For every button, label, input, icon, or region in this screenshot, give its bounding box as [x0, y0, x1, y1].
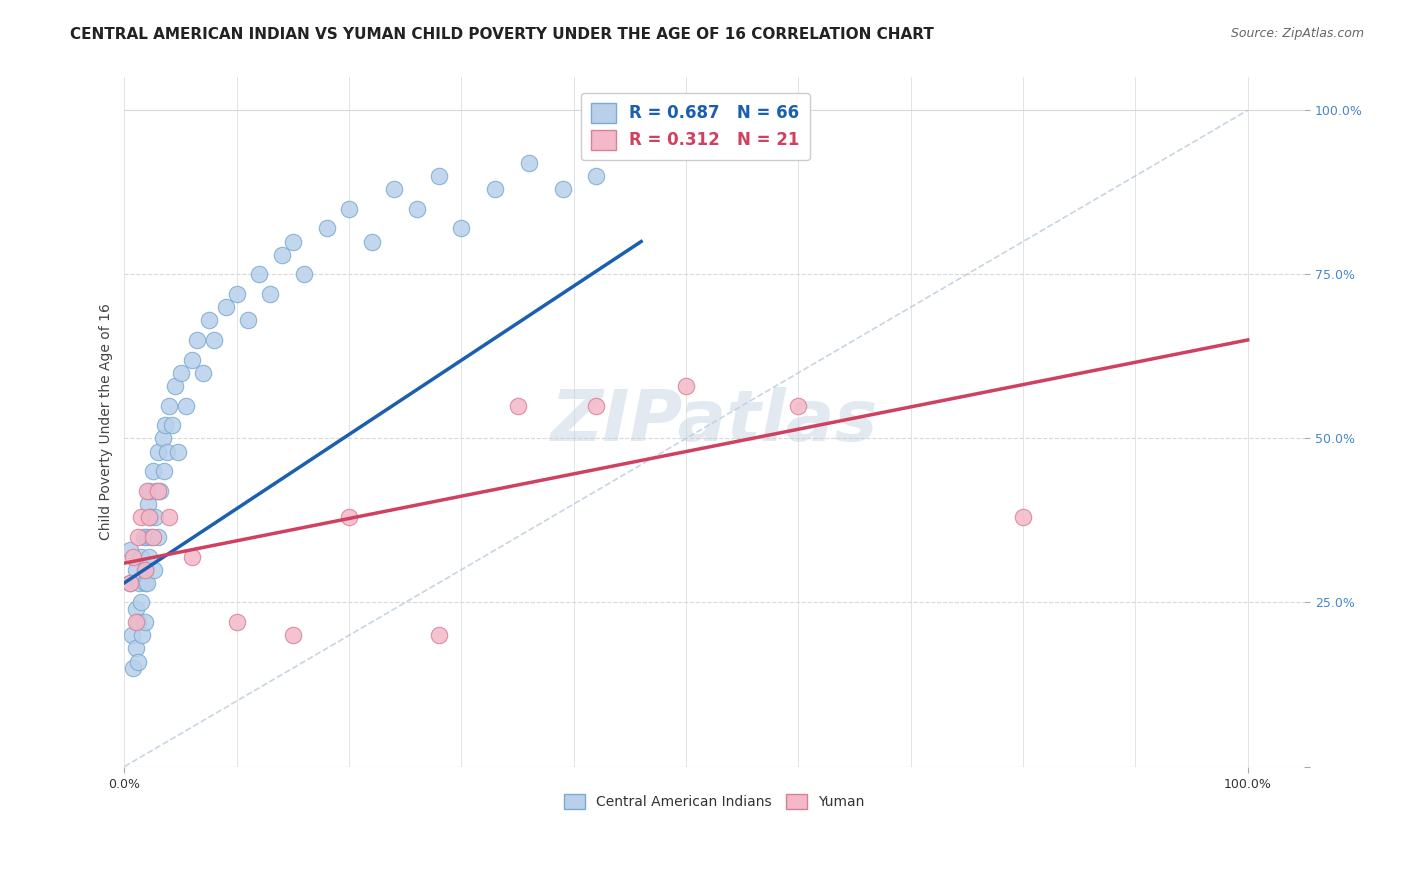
Point [120, 543, 142, 558]
Point [121, 628, 143, 642]
Point [281, 628, 304, 642]
Point [1012, 510, 1035, 524]
Point [127, 615, 149, 630]
Point [138, 483, 160, 498]
Point [143, 510, 166, 524]
Point [506, 399, 529, 413]
Point [191, 366, 214, 380]
Point [160, 418, 183, 433]
Point [337, 202, 360, 216]
Point [153, 418, 176, 433]
Point [270, 247, 292, 261]
Point [134, 563, 156, 577]
Point [174, 399, 197, 413]
Point [131, 595, 153, 609]
Point [281, 235, 304, 249]
Point [169, 366, 191, 380]
Point [136, 575, 159, 590]
Point [149, 483, 172, 498]
Point [585, 169, 607, 183]
Point [247, 268, 270, 282]
Point [142, 563, 165, 577]
Point [134, 575, 156, 590]
Point [125, 602, 148, 616]
Point [131, 510, 153, 524]
Point [138, 549, 160, 564]
Legend: Central American Indians, Yuman: Central American Indians, Yuman [558, 789, 870, 814]
Point [135, 563, 157, 577]
Point [484, 182, 506, 196]
Point [180, 549, 202, 564]
Point [136, 483, 159, 498]
Point [259, 287, 281, 301]
Point [141, 530, 163, 544]
Point [405, 202, 427, 216]
Point [152, 464, 174, 478]
Point [675, 379, 697, 393]
Point [157, 399, 180, 413]
Point [128, 575, 150, 590]
Point [337, 510, 360, 524]
Text: CENTRAL AMERICAN INDIAN VS YUMAN CHILD POVERTY UNDER THE AGE OF 16 CORRELATION C: CENTRAL AMERICAN INDIAN VS YUMAN CHILD P… [70, 27, 934, 42]
Point [138, 510, 160, 524]
Point [146, 483, 169, 498]
Point [180, 352, 202, 367]
Point [214, 300, 236, 314]
Point [157, 510, 180, 524]
Point [139, 510, 162, 524]
Point [630, 136, 652, 150]
Point [142, 464, 165, 478]
Point [120, 575, 142, 590]
Point [186, 333, 208, 347]
Point [152, 431, 174, 445]
Point [122, 549, 145, 564]
Point [585, 399, 607, 413]
Point [131, 549, 153, 564]
Point [450, 221, 472, 235]
Point [125, 615, 148, 630]
Point [156, 444, 179, 458]
Point [125, 641, 148, 656]
Point [146, 530, 169, 544]
Point [551, 182, 574, 196]
Point [167, 444, 190, 458]
Point [125, 563, 148, 577]
Point [127, 655, 149, 669]
Point [360, 235, 382, 249]
Y-axis label: Child Poverty Under the Age of 16: Child Poverty Under the Age of 16 [100, 303, 114, 541]
Point [142, 530, 165, 544]
Point [202, 333, 225, 347]
Point [315, 221, 337, 235]
Point [517, 155, 540, 169]
Point [136, 530, 159, 544]
Point [127, 530, 149, 544]
Point [132, 530, 155, 544]
Point [136, 497, 159, 511]
Point [146, 444, 169, 458]
Point [197, 313, 219, 327]
Point [427, 169, 450, 183]
Point [787, 399, 810, 413]
Point [134, 615, 156, 630]
Text: ZIPatlas: ZIPatlas [551, 387, 877, 457]
Point [236, 313, 259, 327]
Point [120, 575, 142, 590]
Point [225, 287, 247, 301]
Point [122, 661, 145, 675]
Point [292, 268, 315, 282]
Text: Source: ZipAtlas.com: Source: ZipAtlas.com [1230, 27, 1364, 40]
Point [427, 628, 450, 642]
Point [145, 483, 167, 498]
Point [131, 628, 153, 642]
Point [225, 615, 247, 630]
Point [163, 379, 186, 393]
Point [382, 182, 405, 196]
